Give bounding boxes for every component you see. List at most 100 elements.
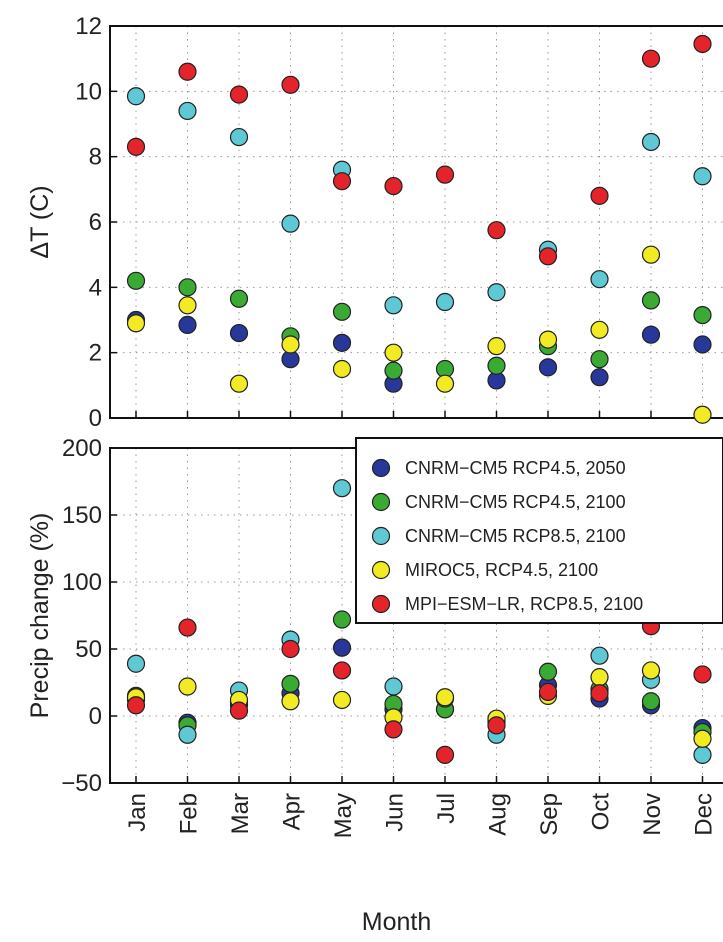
panel2-point-s5-oct — [590, 684, 609, 703]
panel2-point-s3-dec — [693, 745, 712, 764]
month-label-jul: Jul — [433, 793, 460, 824]
panel2-point-s4-nov — [641, 661, 661, 680]
panel1-point-s3-mar — [229, 127, 249, 147]
legend-marker-3 — [371, 526, 391, 546]
panel2-point-s5-mar — [229, 701, 249, 720]
panel1-point-s2-feb — [178, 278, 197, 297]
panel2-point-s1-may — [332, 638, 352, 657]
legend-label-5: MPI−ESM−LR, RCP8.5, 2100 — [405, 594, 643, 614]
panel1-point-s1-feb — [178, 315, 197, 334]
month-label-jun: Jun — [382, 793, 409, 832]
month-label-dec: Dec — [691, 793, 718, 836]
panel1-point-s5-apr — [281, 75, 300, 94]
text-layer: 0 2 4 6 8 10 12 ΔT (C) −50 0 50 100 150 200 Precip cha… — [26, 13, 718, 936]
panel1-point-s1-may — [332, 333, 352, 352]
panel2-point-s4-may — [332, 690, 352, 710]
panel1-point-s1-dec — [693, 335, 712, 354]
legend-marker-4 — [371, 560, 391, 580]
panel1-point-s2-aug — [487, 356, 506, 375]
panel2-point-s2-nov — [641, 692, 661, 711]
panel1-point-s5-oct — [590, 186, 609, 205]
panel1-point-s5-nov — [641, 49, 661, 68]
panel2-point-s2-may — [332, 610, 352, 629]
month-label-oct: Oct — [588, 793, 615, 831]
panel1-point-s3-jun — [384, 296, 403, 315]
panel2-ytick-label: 50 — [75, 636, 102, 663]
panel1-point-s5-jul — [435, 165, 455, 184]
panel1-point-s3-aug — [487, 283, 506, 302]
month-label-may: May — [330, 793, 357, 838]
panel1-ytick-label: 8 — [89, 144, 102, 171]
panel1-point-s1-oct — [590, 368, 609, 387]
legend-marker-2 — [371, 492, 391, 512]
panel1-point-s2-dec — [693, 306, 712, 325]
panel1-point-s3-dec — [693, 167, 712, 186]
legend-box — [355, 437, 723, 624]
panel2-point-s2-sep — [538, 662, 558, 681]
panel2-ytick-label: 0 — [89, 703, 102, 730]
panel1-point-s4-may — [332, 359, 352, 379]
panel2-point-s4-apr — [281, 692, 300, 711]
panel1-ylabel: ΔT (C) — [26, 185, 54, 258]
panel2-point-s5-jan — [126, 696, 146, 715]
panel1-ytick-label: 2 — [89, 340, 102, 367]
legend-label-4: MIROC5, RCP4.5, 2100 — [405, 560, 598, 580]
panel1-point-s5-aug — [487, 221, 506, 240]
panel1-point-s1-nov — [641, 325, 661, 344]
panel2-point-s5-feb — [178, 618, 197, 637]
legend: CNRM−CM5 RCP4.5, 2050 CNRM−CM5 RCP4.5, 21… — [355, 437, 723, 624]
panel1-point-s5-dec — [693, 34, 712, 54]
month-label-aug: Aug — [485, 793, 512, 836]
panel1-point-s3-jan — [126, 87, 146, 106]
panel1-point-s3-oct — [590, 270, 609, 289]
panel2-point-s2-apr — [281, 674, 300, 693]
panel1-point-s5-jun — [384, 176, 403, 196]
panel1-ytick-label: 12 — [75, 13, 102, 40]
panel1-point-s4-aug — [487, 337, 506, 356]
month-label-nov: Nov — [639, 793, 666, 836]
panel2-point-s4-dec — [693, 729, 712, 748]
panel2-point-s3-oct — [590, 646, 609, 665]
panel2-point-s3-may — [332, 479, 352, 498]
panel2-point-s3-feb — [178, 725, 197, 744]
panel2-point-s4-feb — [178, 677, 197, 696]
panel1-ytick-label: 4 — [89, 274, 102, 301]
panel1-point-s2-mar — [229, 289, 249, 308]
panel1-point-s4-jun — [384, 343, 403, 362]
panel2-ytick-label: −50 — [61, 770, 102, 797]
panel2-ytick-label: 200 — [62, 435, 102, 462]
panel2-point-s4-jul — [435, 688, 455, 707]
panel1-point-s4-jan — [126, 314, 146, 333]
panel2-point-s3-jan — [126, 654, 146, 673]
panel1-point-s3-nov — [641, 132, 661, 152]
panel2-ytick-label: 150 — [62, 502, 102, 529]
panel1-point-s1-mar — [229, 323, 249, 343]
panel1-point-s3-jul — [435, 292, 455, 312]
panel2-ytick-label: 100 — [62, 569, 102, 596]
legend-label-3: CNRM−CM5 RCP8.5, 2100 — [405, 526, 626, 546]
legend-marker-5 — [371, 594, 391, 614]
xlabel: Month — [362, 908, 431, 936]
month-label-mar: Mar — [227, 793, 254, 834]
month-label-feb: Feb — [176, 793, 203, 834]
panel1-point-s5-feb — [178, 62, 197, 81]
panel1-point-s4-jul — [435, 374, 455, 393]
panel1-point-s5-sep — [538, 247, 558, 266]
panel2-point-s5-may — [332, 661, 352, 680]
panel1-point-s4-nov — [641, 245, 661, 264]
panel2-point-s5-apr — [281, 639, 300, 659]
panel1-point-s3-apr — [281, 214, 300, 233]
panel1-point-s4-mar — [229, 374, 249, 393]
month-label-apr: Apr — [279, 793, 306, 830]
grid-layer — [110, 26, 723, 783]
panel1-point-s5-mar — [229, 85, 249, 104]
legend-label-2: CNRM−CM5 RCP4.5, 2100 — [405, 492, 626, 512]
panel1-point-s2-jan — [126, 271, 146, 290]
panel1-point-s1-sep — [538, 358, 558, 377]
panel1-point-s2-jun — [384, 361, 403, 380]
panel2-point-s4-oct — [590, 668, 609, 687]
panel1-ytick-label: 0 — [89, 405, 102, 432]
panel1-point-s4-apr — [281, 335, 300, 354]
panel1-point-s5-jan — [126, 137, 146, 156]
